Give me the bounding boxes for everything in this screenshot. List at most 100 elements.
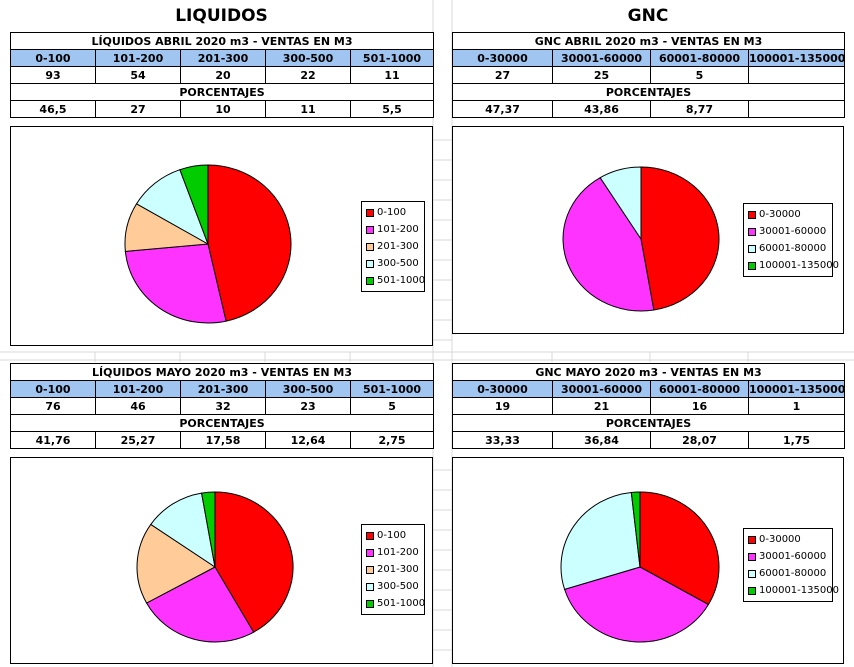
percent-cell: 25,27 [95,431,181,449]
legend-swatch [748,535,756,544]
legend-label: 201-300 [377,564,419,575]
value-cell: 46 [95,397,181,415]
legend-label: 60001-80000 [759,243,827,254]
percent-cell: 33,33 [452,431,553,449]
legend-swatch [366,582,374,591]
percent-cell: 12,64 [265,431,351,449]
value-cell: 54 [95,66,181,84]
legend-swatch [748,227,756,236]
legend-entry: 60001-80000 [748,565,828,582]
value-cell: 19 [452,397,553,415]
legend-entry: 0-30000 [748,206,828,223]
legend-entry: 101-200 [366,544,420,561]
legend-label: 201-300 [377,241,419,252]
legend-swatch [366,208,374,217]
legend-swatch [748,552,756,561]
legend-swatch [366,259,374,268]
pie-slice-300-500 [150,492,216,569]
gnc-mayo-pie [560,491,720,643]
legend-entry: 501-1000 [366,272,425,289]
value-cell: 76 [10,397,96,415]
legend-entry: 201-300 [366,561,420,578]
legend-swatch [748,210,756,219]
column-header: 60001-80000 [650,49,749,67]
legend-entry: 60001-80000 [748,240,828,257]
legend-label: 0-100 [377,530,407,541]
table-title: LÍQUIDOS ABRIL 2020 m3 - VENTAS EN M3 [10,32,434,50]
pie-slice-60001-80000 [560,491,641,590]
legend-label: 30001-60000 [759,226,827,237]
legend-swatch [748,569,756,578]
table-title: GNC MAYO 2020 m3 - VENTAS EN M3 [451,363,846,381]
legend-entry: 201-300 [366,238,420,255]
liquidos-mayo-pie [136,491,294,643]
legend-entry: 30001-60000 [748,548,828,565]
value-cell: 32 [180,397,266,415]
liquidos-abril-pie [124,164,292,324]
gnc-mayo-chart: 0-30000 30001-60000 60001-80000 100001-1… [452,457,844,664]
legend-entry: 101-200 [366,221,420,238]
percent-cell: 11 [265,100,351,118]
legend-entry: 100001-135000 [748,257,839,274]
column-header: 30001-60000 [552,380,651,398]
percent-cell [747,100,846,118]
value-cell: 21 [552,397,651,415]
pie-slice-30001-60000 [562,176,655,312]
legend-entry: 0-100 [366,204,420,221]
legend-label: 0-30000 [759,209,801,220]
percent-label: PORCENTAJES [451,414,846,432]
value-cell: 11 [350,66,434,84]
liquidos-abril-chart: 0-100 101-200 201-300 300-500 501-1000 [10,126,433,346]
pie-slice-60001-80000 [599,166,642,241]
percent-label: PORCENTAJES [10,83,434,101]
value-cell: 16 [650,397,749,415]
column-header: 300-500 [265,380,351,398]
legend-swatch [366,276,374,285]
pie-slice-0-100 [214,491,294,633]
pie-slice-501-1000 [179,164,209,245]
value-cell: 5 [349,397,435,415]
legend-entry: 501-1000 [366,595,425,612]
column-header: 30001-60000 [552,49,651,67]
value-cell: 93 [10,66,96,84]
legend-swatch [366,242,374,251]
pie-slice-501-1000 [201,491,216,568]
legend-label: 100001-135000 [759,260,839,271]
pie-slice-0-100 [207,164,292,322]
legend-label: 0-30000 [759,534,801,545]
gnc-mayo-legend: 0-30000 30001-60000 60001-80000 100001-1… [743,528,839,602]
legend-entry: 100001-135000 [748,582,839,599]
percent-cell: 46,5 [10,100,96,118]
column-header: 0-100 [10,380,96,398]
percent-cell: 1,75 [747,431,846,449]
percent-cell: 8,77 [650,100,749,118]
legend-swatch [748,244,756,253]
legend-label: 30001-60000 [759,551,827,562]
percent-cell: 36,84 [552,431,651,449]
percent-cell: 28,07 [650,431,749,449]
legend-label: 101-200 [377,224,419,235]
legend-label: 300-500 [377,258,419,269]
column-header: 201-300 [180,49,266,67]
value-cell: 1 [747,397,846,415]
value-cell: 23 [265,397,351,415]
column-header: 101-200 [95,380,181,398]
legend-swatch [748,261,756,270]
gnc-abril-pie [562,166,720,312]
liquidos-abril-legend: 0-100 101-200 201-300 300-500 501-1000 [361,201,425,292]
column-header: 100001-135000 [747,380,846,398]
pie-slice-0-30000 [640,166,720,311]
legend-entry: 0-30000 [748,531,828,548]
legend-label: 101-200 [377,547,419,558]
legend-label: 60001-80000 [759,568,827,579]
value-cell: 25 [552,66,651,84]
column-header: 501-1000 [350,49,434,67]
percent-cell: 41,76 [10,431,96,449]
gnc-abril-legend: 0-30000 30001-60000 60001-80000 100001-1… [743,203,839,277]
value-cell: 5 [650,66,749,84]
liquidos-mayo-table: LÍQUIDOS MAYO 2020 m3 - VENTAS EN M3 0-1… [9,363,435,449]
gnc-abril-table: GNC ABRIL 2020 m3 - VENTAS EN M3 0-30000… [451,32,846,118]
legend-entry: 300-500 [366,255,420,272]
liquidos-mayo-legend: 0-100 101-200 201-300 300-500 501-1000 [361,524,425,615]
percent-cell: 17,58 [180,431,266,449]
